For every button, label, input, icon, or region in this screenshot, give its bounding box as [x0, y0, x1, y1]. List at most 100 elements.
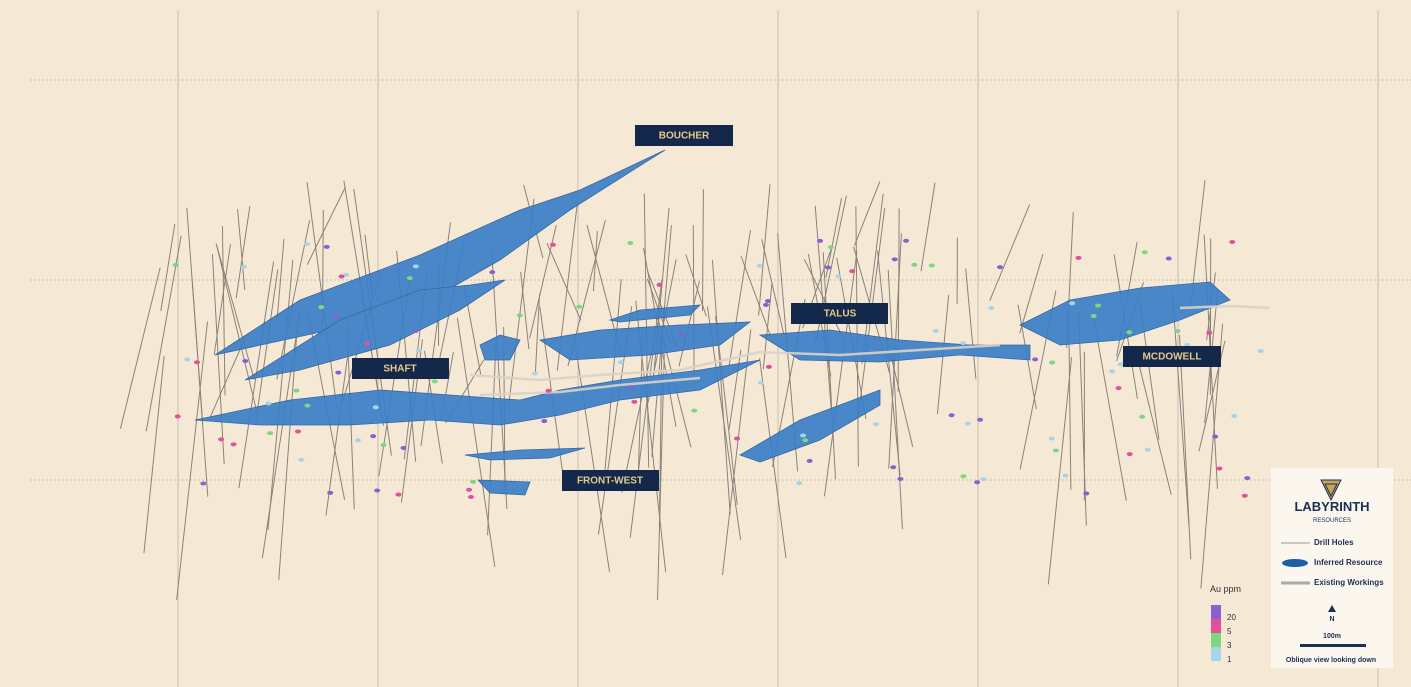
- sample: [1075, 255, 1082, 260]
- sample: [172, 262, 179, 267]
- drill-hole: [520, 271, 530, 350]
- label-boucher: BOUCHER: [635, 125, 733, 146]
- au-value: 1: [1227, 655, 1232, 664]
- drill-hole: [213, 243, 231, 355]
- sample: [872, 422, 879, 427]
- sample: [627, 385, 634, 390]
- label-talus: TALUS: [791, 303, 888, 324]
- resource-body: [464, 447, 586, 461]
- label-text: SHAFT: [383, 364, 416, 375]
- sample: [960, 341, 967, 346]
- sample: [964, 421, 971, 426]
- sample: [1206, 330, 1213, 335]
- sample: [1048, 436, 1055, 441]
- sample: [1139, 414, 1146, 419]
- drill-hole: [491, 249, 508, 509]
- sample: [827, 245, 834, 250]
- logo: [1320, 479, 1342, 502]
- drill-hole: [487, 343, 497, 536]
- drill-hole: [1135, 350, 1172, 495]
- sample: [800, 433, 807, 438]
- drill-hole: [235, 205, 251, 299]
- sample: [516, 313, 523, 318]
- sample: [825, 265, 832, 270]
- swatch: [1211, 647, 1221, 661]
- drill-hole: [592, 231, 598, 292]
- sample: [400, 445, 407, 450]
- sample: [911, 262, 918, 267]
- drill-hole: [176, 321, 208, 600]
- drill-hole: [877, 250, 901, 476]
- drill-hole: [160, 224, 176, 312]
- sample: [184, 357, 191, 362]
- sample: [1052, 448, 1059, 453]
- sample: [335, 370, 342, 375]
- sample: [806, 458, 813, 463]
- drill-hole: [629, 279, 663, 538]
- sample: [193, 360, 200, 365]
- legend-panel: [1271, 468, 1393, 668]
- sample: [1117, 362, 1124, 367]
- sample: [545, 388, 552, 393]
- sample: [890, 465, 897, 470]
- drill-hole: [534, 293, 541, 374]
- sample: [1049, 360, 1056, 365]
- drill-hole: [575, 345, 611, 572]
- label-shaft: SHAFT: [352, 358, 449, 379]
- label-box: [635, 125, 733, 146]
- sample: [948, 413, 955, 418]
- swatch: [1211, 619, 1221, 633]
- north-arrow: [1328, 605, 1336, 612]
- sample: [980, 477, 987, 482]
- sample: [996, 265, 1003, 270]
- drill-hole: [989, 204, 1031, 301]
- sample: [406, 276, 413, 281]
- drill-hole: [306, 186, 346, 265]
- drill-hole: [119, 267, 161, 429]
- label-front-west: FRONT-WEST: [562, 470, 659, 491]
- north-label: N: [1329, 616, 1334, 623]
- drill-hole: [761, 239, 785, 334]
- drill-hole: [965, 268, 977, 380]
- sample: [304, 403, 311, 408]
- sample: [1115, 386, 1122, 391]
- drill-hole: [1019, 254, 1044, 334]
- drill-hole: [657, 354, 665, 601]
- au-value: 3: [1227, 641, 1232, 650]
- sample: [174, 414, 181, 419]
- workings-line: [469, 343, 1001, 382]
- sample: [796, 481, 803, 486]
- sample: [576, 304, 583, 309]
- drill-hole: [211, 254, 225, 465]
- drill-hole: [209, 338, 246, 418]
- sample: [1216, 466, 1223, 471]
- sample: [431, 379, 438, 384]
- drill-hole: [822, 252, 836, 480]
- label-mcdowell: MCDOWELL: [1123, 346, 1221, 367]
- sample: [1090, 313, 1097, 318]
- sample: [932, 329, 939, 334]
- sample: [374, 488, 381, 493]
- sample: [541, 419, 548, 424]
- sample: [765, 364, 772, 369]
- sample: [1141, 250, 1148, 255]
- sample: [1244, 476, 1251, 481]
- drill-hole: [276, 220, 311, 380]
- sample: [1165, 256, 1172, 261]
- sample: [230, 442, 237, 447]
- resource-body: [538, 321, 752, 361]
- drill-hole: [546, 242, 582, 321]
- sample: [656, 282, 663, 287]
- sample: [1095, 303, 1102, 308]
- sample: [318, 305, 325, 310]
- drill-hole: [854, 181, 881, 246]
- label-text: TALUS: [824, 309, 857, 320]
- drill-hole: [728, 230, 752, 367]
- sample: [470, 479, 477, 484]
- sample: [265, 401, 272, 406]
- legend-item: Drill Holes: [1314, 538, 1354, 547]
- sample: [327, 490, 334, 495]
- drill-hole: [276, 239, 285, 322]
- sample: [903, 238, 910, 243]
- sample: [764, 298, 771, 303]
